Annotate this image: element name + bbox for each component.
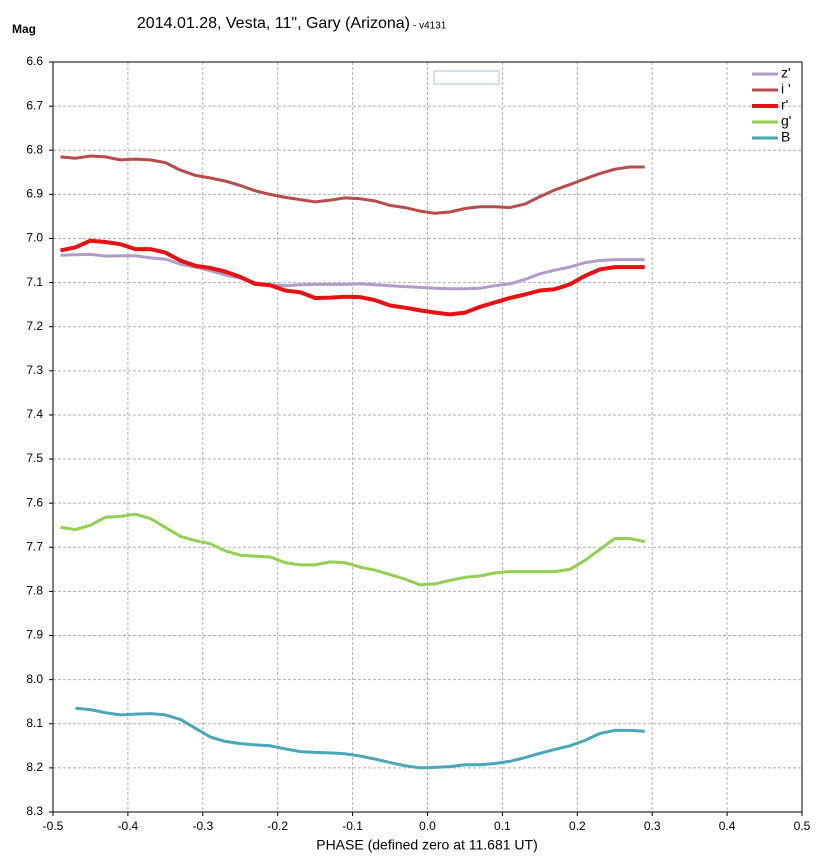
x-tick-label: -0.3 <box>192 819 213 833</box>
y-tick-label: 8.3 <box>26 804 43 818</box>
x-axis-label: PHASE (defined zero at 11.681 UT) <box>316 837 538 853</box>
y-tick-label: 7.5 <box>26 451 43 465</box>
y-tick-label: 7.0 <box>26 231 43 245</box>
chart-subtitle: - v4131 <box>413 21 447 32</box>
y-tick-label: 6.7 <box>26 98 43 112</box>
y-tick-label: 8.1 <box>26 716 43 730</box>
legend-label: i ' <box>781 81 791 97</box>
x-tick-label: -0.4 <box>118 819 139 833</box>
x-tick-label: -0.2 <box>267 819 288 833</box>
y-tick-label: 8.2 <box>26 760 43 774</box>
empty-box <box>433 70 500 85</box>
y-axis-label: Mag <box>12 22 36 36</box>
x-tick-label: 0.5 <box>794 819 811 833</box>
y-tick-label: 6.8 <box>26 142 43 156</box>
y-tick-label: 7.4 <box>26 407 43 421</box>
series-line <box>60 154 645 215</box>
y-tick-label: 7.2 <box>26 319 43 333</box>
series-line <box>60 238 645 317</box>
y-tick-label: 6.6 <box>26 54 43 68</box>
x-tick-label: 0.2 <box>569 819 586 833</box>
x-tick-label: 0.1 <box>494 819 511 833</box>
y-tick-label: 7.1 <box>26 275 43 289</box>
legend-label: r' <box>781 97 788 113</box>
series-line <box>60 252 645 291</box>
legend-label: B <box>781 129 790 145</box>
chart-title: 2014.01.28, Vesta, 11", Gary (Arizona) <box>137 15 410 32</box>
x-tick-label: 0.3 <box>644 819 661 833</box>
x-tick-label: 0.0 <box>419 819 436 833</box>
y-tick-label: 7.6 <box>26 495 43 509</box>
x-tick-label: -0.5 <box>43 819 64 833</box>
y-tick-label: 6.9 <box>26 187 43 201</box>
legend-label: z' <box>781 65 791 81</box>
x-tick-label: 0.4 <box>719 819 736 833</box>
y-tick-label: 7.3 <box>26 363 43 377</box>
y-tick-label: 7.7 <box>26 539 43 553</box>
series-line <box>75 706 645 770</box>
y-tick-label: 8.0 <box>26 672 43 686</box>
x-tick-label: -0.1 <box>342 819 363 833</box>
y-tick-label: 7.8 <box>26 584 43 598</box>
legend-label: g' <box>781 113 791 129</box>
plot-frame <box>52 61 803 813</box>
series-line <box>60 512 646 587</box>
y-tick-label: 7.9 <box>26 628 43 642</box>
